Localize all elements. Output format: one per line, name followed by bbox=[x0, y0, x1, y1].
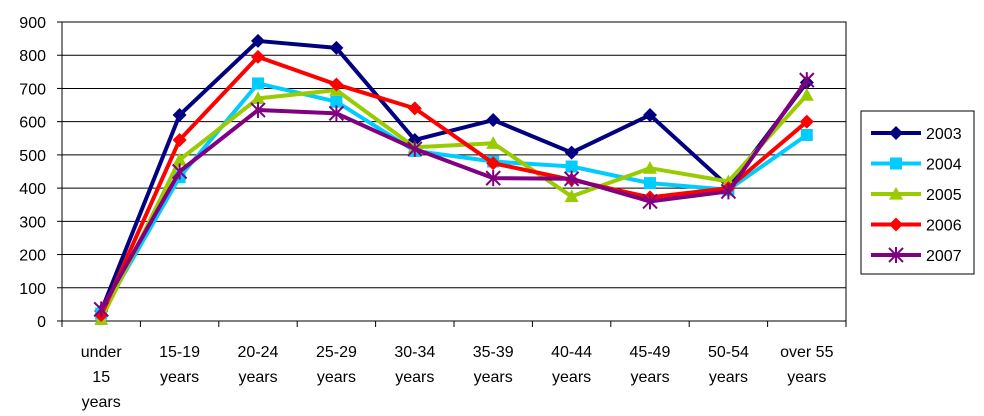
plot-area bbox=[61, 21, 847, 322]
legend-marker-2006 bbox=[889, 217, 903, 232]
series-line-2003 bbox=[99, 38, 809, 312]
x-tick-label: years bbox=[238, 369, 277, 386]
data-point-2007 bbox=[93, 301, 109, 318]
data-point-2003 bbox=[251, 33, 265, 48]
data-point-2006 bbox=[329, 77, 344, 92]
data-point-2004 bbox=[252, 77, 264, 90]
x-tick-label: years bbox=[630, 369, 669, 386]
legend-label-2004: 2004 bbox=[926, 157, 962, 174]
data-point-2007 bbox=[720, 183, 737, 200]
data-point-2004 bbox=[800, 128, 813, 141]
data-point-2007 bbox=[328, 105, 345, 122]
axes bbox=[57, 21, 847, 327]
data-point-2007 bbox=[799, 72, 815, 89]
data-point-2006 bbox=[251, 49, 265, 64]
y-tick-label: 100 bbox=[19, 281, 46, 298]
series-line-2007 bbox=[99, 78, 809, 311]
legend-marker-2005 bbox=[889, 187, 903, 200]
x-tick-label: years bbox=[787, 369, 826, 386]
x-tick-label: 25-29 bbox=[316, 344, 357, 361]
legend-label-2003: 2003 bbox=[926, 126, 962, 143]
x-tick-label: 35-39 bbox=[473, 344, 514, 361]
x-tick-label: years bbox=[395, 369, 434, 386]
y-tick-label: 0 bbox=[37, 314, 46, 331]
y-tick-label: 400 bbox=[19, 181, 46, 198]
data-point-2003 bbox=[329, 40, 344, 55]
x-tick-label: under bbox=[81, 344, 123, 361]
series-line-2006 bbox=[99, 54, 809, 316]
x-tick-label: years bbox=[82, 394, 121, 411]
data-point-2007 bbox=[250, 102, 266, 119]
data-point-2007 bbox=[407, 140, 423, 157]
y-tick-label: 800 bbox=[19, 48, 46, 65]
y-tick-label: 200 bbox=[19, 248, 46, 265]
legend: 2003 2004 2005 2006 2007 bbox=[860, 110, 975, 275]
data-point-2007 bbox=[642, 193, 658, 210]
data-point-2005 bbox=[486, 136, 501, 149]
x-tick-label: 40-44 bbox=[551, 344, 592, 361]
data-point-2004 bbox=[330, 95, 343, 108]
data-point-2003 bbox=[564, 145, 579, 160]
data-point-2006 bbox=[799, 114, 814, 129]
x-tick-label: years bbox=[317, 369, 356, 386]
data-point-2007 bbox=[563, 170, 580, 187]
x-tick-label: years bbox=[552, 369, 591, 386]
series-group bbox=[93, 33, 815, 325]
data-point-2006 bbox=[172, 132, 187, 147]
data-point-2005 bbox=[564, 189, 579, 203]
data-point-2003 bbox=[643, 108, 657, 123]
x-tick-label: 20-24 bbox=[238, 344, 279, 361]
y-tick-label: 700 bbox=[19, 81, 46, 98]
data-point-2005 bbox=[799, 88, 814, 101]
x-tick-label: 50-54 bbox=[708, 344, 749, 361]
legend-marker-2003 bbox=[889, 126, 903, 140]
x-tick-label: years bbox=[474, 369, 513, 386]
legend-label-2006: 2006 bbox=[926, 218, 962, 235]
x-tick-label: years bbox=[160, 369, 199, 386]
legend-marker-2007 bbox=[888, 247, 904, 263]
data-point-2007 bbox=[485, 170, 501, 187]
data-point-2006 bbox=[486, 156, 501, 171]
y-tick-label: 500 bbox=[19, 148, 46, 165]
y-tick-label: 900 bbox=[19, 15, 46, 32]
data-point-2005 bbox=[251, 91, 265, 105]
series-2007 bbox=[93, 72, 815, 318]
series-line-2005 bbox=[99, 88, 809, 321]
data-point-2007 bbox=[171, 163, 188, 180]
x-axis-tick-labels: under 15 years 15-19 years 20-24 years 25-29 yea… bbox=[81, 344, 834, 411]
data-point-2003 bbox=[486, 113, 501, 128]
x-tick-label: 30-34 bbox=[394, 344, 435, 361]
y-tick-label: 300 bbox=[19, 214, 46, 231]
x-tick-label: 15 bbox=[92, 369, 110, 386]
legend-marker-2004 bbox=[890, 157, 902, 170]
legend-label-2007: 2007 bbox=[926, 248, 962, 265]
legend-label-2005: 2005 bbox=[926, 187, 962, 204]
data-point-2004 bbox=[565, 160, 578, 173]
x-tick-label: 15-19 bbox=[159, 344, 200, 361]
data-point-2004 bbox=[644, 177, 656, 190]
data-point-2005 bbox=[172, 152, 187, 166]
x-tick-label: years bbox=[709, 369, 748, 386]
data-point-2005 bbox=[643, 161, 657, 174]
x-tick-label: over 55 bbox=[780, 344, 833, 361]
data-point-2003 bbox=[172, 108, 187, 123]
data-point-2006 bbox=[407, 101, 422, 116]
y-axis-tick-labels: 0 100 200 300 400 500 600 700 800 900 bbox=[19, 15, 46, 331]
y-tick-label: 600 bbox=[19, 115, 46, 132]
x-tick-label: 45-49 bbox=[630, 344, 671, 361]
